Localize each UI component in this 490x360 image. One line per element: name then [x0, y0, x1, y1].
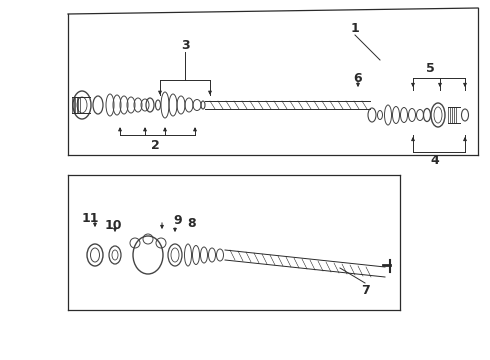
Text: 6: 6 [354, 72, 362, 85]
Text: 4: 4 [431, 153, 440, 166]
Text: 11: 11 [81, 212, 99, 225]
Text: 7: 7 [361, 284, 369, 297]
Text: 8: 8 [188, 216, 196, 230]
Text: 5: 5 [426, 62, 434, 75]
Text: 3: 3 [181, 39, 189, 51]
Text: 10: 10 [104, 219, 122, 231]
Text: 9: 9 [173, 213, 182, 226]
Text: 2: 2 [150, 139, 159, 152]
Text: 1: 1 [351, 22, 359, 35]
